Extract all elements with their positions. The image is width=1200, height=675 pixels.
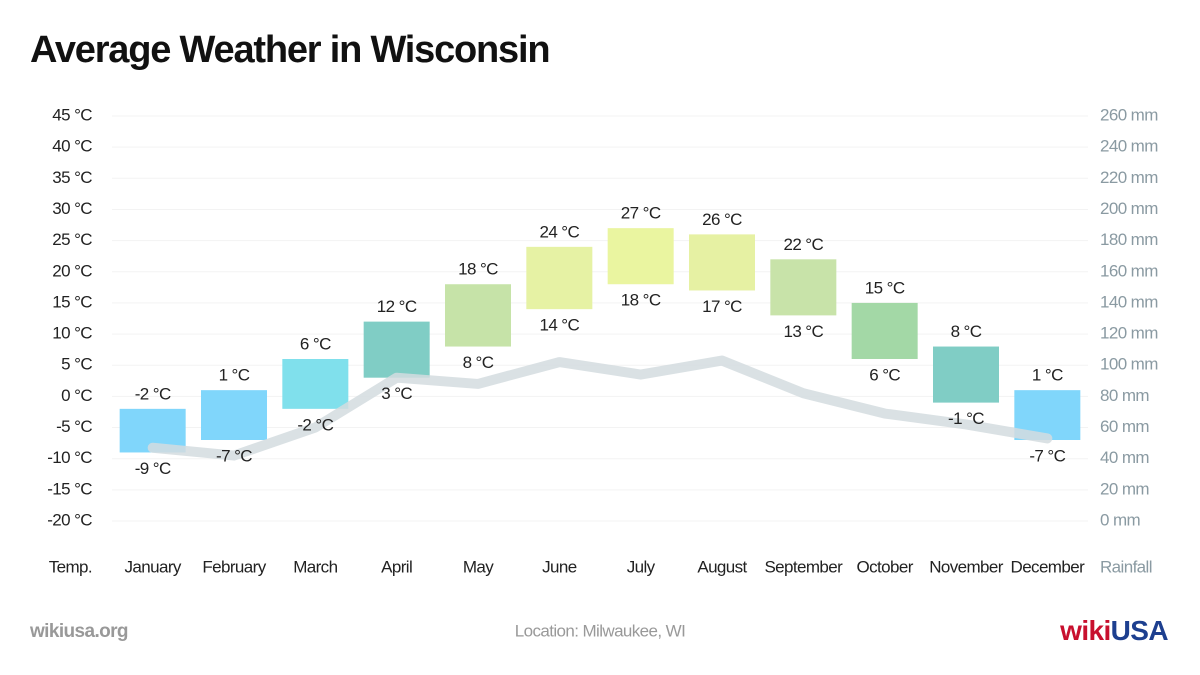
temperature-bar	[445, 284, 511, 347]
temperature-bar	[201, 390, 267, 440]
logo: wikiUSA	[1059, 615, 1168, 646]
rainfall-line	[147, 355, 1053, 461]
y-tick-label: 40 °C	[52, 137, 92, 156]
y2-tick-label: 120 mm	[1100, 324, 1158, 343]
y2-tick-label: 100 mm	[1100, 355, 1158, 374]
x-tick-label: May	[463, 557, 494, 576]
location: Location: Milwaukee, WI	[515, 621, 685, 640]
low-label: 6 °C	[869, 365, 900, 384]
y2-axis-label: Rainfall	[1100, 557, 1152, 576]
y2-tick-label: 0 mm	[1100, 510, 1141, 529]
y2-tick-label: 20 mm	[1100, 479, 1149, 498]
low-label: 17 °C	[702, 297, 742, 316]
temperature-bar	[689, 234, 755, 291]
x-tick-label: December	[1011, 557, 1086, 576]
high-label: 1 °C	[1032, 366, 1063, 385]
y2-tick-label: 240 mm	[1100, 137, 1158, 156]
high-label: 18 °C	[458, 260, 498, 279]
y-tick-label: 25 °C	[52, 230, 92, 249]
x-tick-label: July	[627, 557, 656, 576]
x-tick-label: January	[125, 557, 182, 576]
low-label: -9 °C	[135, 459, 171, 478]
x-tick-label: November	[929, 557, 1004, 576]
x-tick-label: August	[697, 557, 747, 576]
y-tick-label: 5 °C	[61, 355, 92, 374]
y-tick-label: 35 °C	[52, 168, 92, 187]
chart-title: Average Weather in Wisconsin	[30, 29, 549, 71]
y-tick-label: -20 °C	[47, 510, 92, 529]
x-tick-label: June	[542, 557, 577, 576]
y2-tick-label: 80 mm	[1100, 386, 1149, 405]
high-label: 27 °C	[621, 204, 661, 223]
site-name: wikiusa.org	[29, 621, 128, 642]
y-tick-label: 10 °C	[52, 324, 92, 343]
y-tick-label: 0 °C	[61, 386, 92, 405]
y2-tick-label: 140 mm	[1100, 292, 1158, 311]
high-label: 22 °C	[783, 235, 823, 254]
temperature-bar	[933, 346, 999, 403]
logo-wiki: wiki	[1059, 615, 1111, 646]
low-label: -1 °C	[948, 409, 984, 428]
low-label: -2 °C	[297, 415, 333, 434]
low-label: 13 °C	[783, 322, 823, 341]
low-label: 18 °C	[621, 291, 661, 310]
y2-tick-label: 60 mm	[1100, 417, 1149, 436]
low-label: 3 °C	[381, 384, 412, 403]
y-tick-label: -10 °C	[47, 448, 92, 467]
high-label: 1 °C	[219, 366, 250, 385]
y2-tick-label: 200 mm	[1100, 199, 1158, 218]
y-tick-label: 15 °C	[52, 292, 92, 311]
y-tick-label: 45 °C	[52, 105, 92, 124]
high-label: 15 °C	[865, 278, 905, 297]
y-tick-label: 20 °C	[52, 261, 92, 280]
y-tick-label: -5 °C	[56, 417, 92, 436]
y-axis-label: Temp.	[49, 557, 92, 576]
temperature-bar	[526, 246, 593, 310]
x-tick-label: September	[764, 557, 843, 576]
high-label: 26 °C	[702, 210, 742, 229]
high-label: 6 °C	[300, 334, 331, 353]
low-label: -7 °C	[216, 446, 252, 465]
logo-usa: USA	[1111, 615, 1169, 646]
y2-tick-label: 160 mm	[1100, 261, 1158, 280]
y2-tick-label: 40 mm	[1100, 448, 1149, 467]
high-label: 12 °C	[377, 297, 417, 316]
y2-tick-label: 180 mm	[1100, 230, 1158, 249]
high-label: 8 °C	[951, 322, 982, 341]
low-label: -7 °C	[1029, 446, 1065, 465]
y2-tick-label: 220 mm	[1100, 168, 1158, 187]
x-tick-label: April	[381, 557, 412, 576]
low-label: 8 °C	[463, 353, 494, 372]
temperature-bar	[282, 359, 349, 409]
high-label: 24 °C	[539, 222, 579, 241]
y-tick-label: 30 °C	[52, 199, 92, 218]
y-tick-label: -15 °C	[47, 479, 92, 498]
temperature-bar	[770, 259, 837, 316]
temperature-bar	[851, 302, 918, 359]
x-tick-label: March	[293, 557, 337, 576]
low-label: 14 °C	[539, 316, 579, 335]
x-tick-label: October	[857, 557, 914, 576]
x-tick-label: February	[202, 557, 266, 576]
y2-tick-label: 260 mm	[1100, 105, 1158, 124]
high-label: -2 °C	[135, 384, 171, 403]
temperature-bar	[607, 228, 674, 285]
temperature-bar	[363, 321, 430, 378]
